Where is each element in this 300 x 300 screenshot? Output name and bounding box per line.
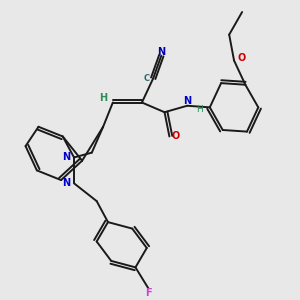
- Text: O: O: [237, 53, 245, 63]
- Text: N: N: [62, 178, 70, 188]
- Text: N: N: [183, 96, 191, 106]
- Text: C: C: [144, 74, 150, 83]
- Text: N: N: [157, 47, 165, 57]
- Text: F: F: [145, 288, 152, 298]
- Text: H: H: [196, 105, 203, 114]
- Text: O: O: [171, 131, 179, 142]
- Text: H: H: [99, 93, 107, 103]
- Text: N: N: [62, 152, 70, 163]
